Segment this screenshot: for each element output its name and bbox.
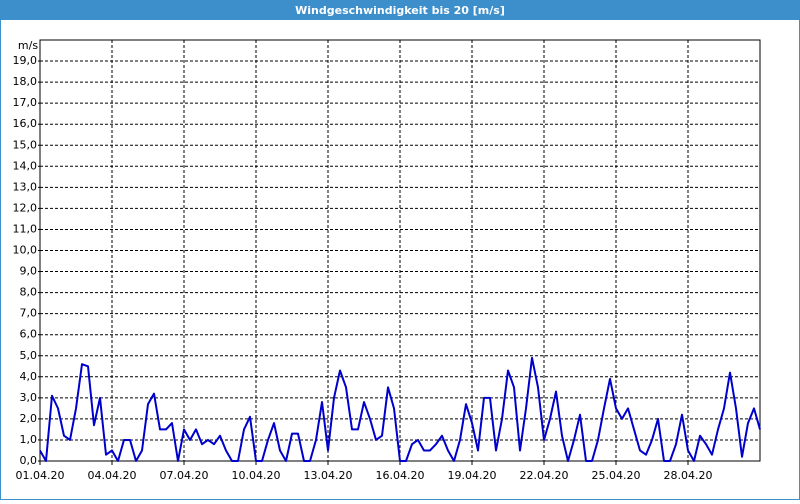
y-tick-label: 1,0 <box>20 433 38 446</box>
y-tick-label: 14,0 <box>13 159 38 172</box>
y-tick-label: 13,0 <box>13 180 38 193</box>
y-tick-label: 3,0 <box>20 391 38 404</box>
y-tick-label: 7,0 <box>20 307 38 320</box>
y-tick-label: 15,0 <box>13 138 38 151</box>
x-tick-label: 28.04.20 <box>664 469 713 482</box>
title-bar <box>0 0 800 20</box>
y-tick-label: 9,0 <box>20 265 38 278</box>
y-tick-label: 4,0 <box>20 370 38 383</box>
y-axis-unit: m/s <box>18 39 38 52</box>
x-tick-label: 25.04.20 <box>592 469 641 482</box>
y-tick-label: 18,0 <box>13 75 38 88</box>
y-tick-label: 0,0 <box>20 454 38 467</box>
x-tick-label: 13.04.20 <box>304 469 353 482</box>
y-tick-label: 12,0 <box>13 201 38 214</box>
y-tick-label: 5,0 <box>20 349 38 362</box>
y-tick-label: 8,0 <box>20 286 38 299</box>
x-tick-label: 10.04.20 <box>232 469 281 482</box>
x-tick-label: 04.04.20 <box>88 469 137 482</box>
x-tick-label: 16.04.20 <box>376 469 425 482</box>
y-tick-label: 10,0 <box>13 244 38 257</box>
x-tick-label: 22.04.20 <box>520 469 569 482</box>
y-tick-label: 2,0 <box>20 412 38 425</box>
y-tick-label: 17,0 <box>13 96 38 109</box>
y-tick-label: 19,0 <box>13 54 38 67</box>
wind-speed-line <box>39 356 761 462</box>
y-tick-label: 6,0 <box>20 328 38 341</box>
chart-title: Windgeschwindigkeit bis 20 [m/s] <box>295 4 505 17</box>
x-tick-label: 07.04.20 <box>160 469 209 482</box>
x-tick-label: 01.04.20 <box>16 469 65 482</box>
y-tick-label: 11,0 <box>13 222 38 235</box>
y-tick-label: 16,0 <box>13 117 38 130</box>
x-tick-label: 19.04.20 <box>448 469 497 482</box>
